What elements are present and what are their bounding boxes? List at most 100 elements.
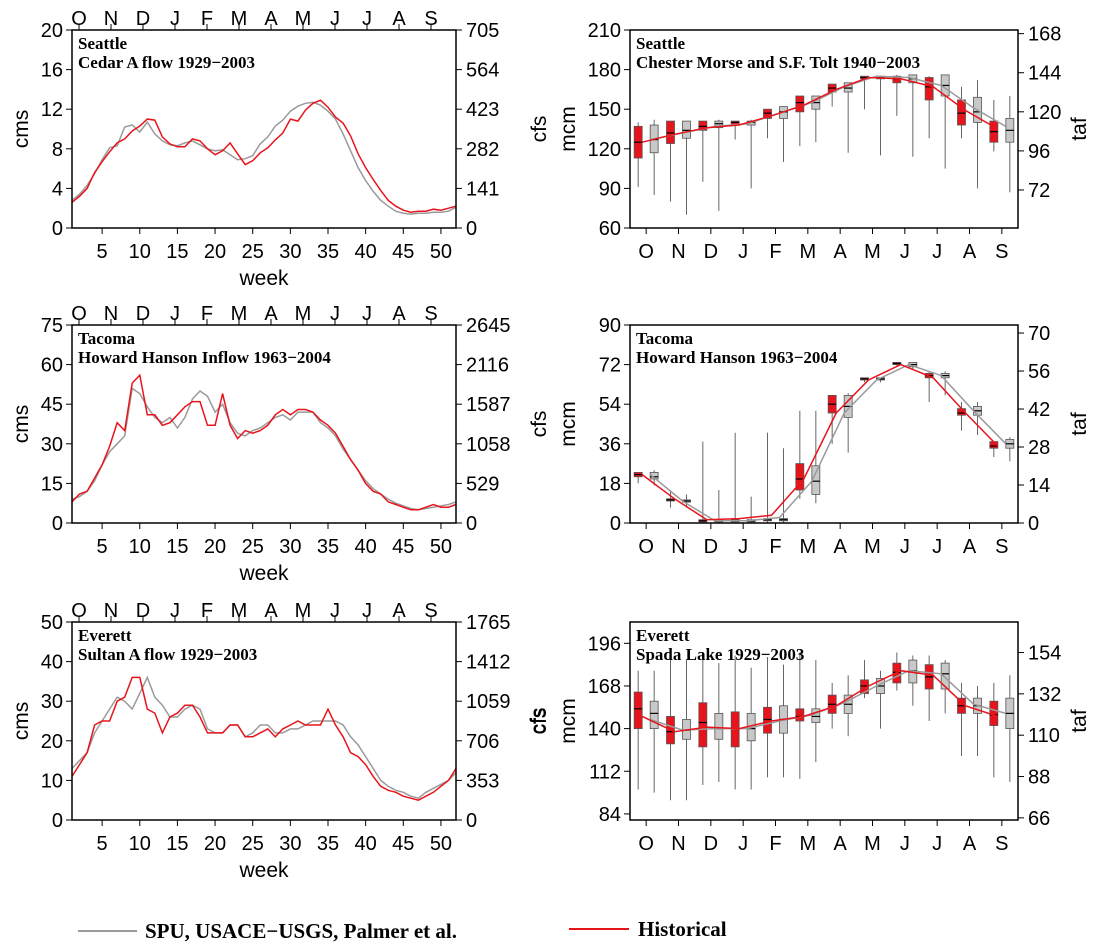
x-tick-label: 45 [392, 536, 414, 558]
x-tick-label: 5 [97, 833, 108, 855]
y2-tick-label: 1059 [466, 691, 511, 713]
series-line-model [71, 675, 457, 800]
y2-tick-label: 14 [1028, 475, 1050, 497]
historical-box [795, 463, 805, 491]
x-tick-label: 50 [430, 536, 452, 558]
legend: SPU, USACE−USGS, Palmer et al. Historica… [78, 917, 727, 943]
x-tick-label: J [932, 241, 942, 263]
x-tick-label: 20 [204, 241, 226, 263]
y-tick-label: 72 [599, 355, 621, 377]
y2-tick-label: 28 [1028, 437, 1050, 459]
y-axis-label: mcm [557, 106, 580, 152]
x-tick-label: 20 [204, 536, 226, 558]
panel-title: Everett [78, 626, 132, 645]
x-tick-label: F [769, 833, 781, 855]
x-tick-label: 25 [242, 833, 264, 855]
top-month-label: A [264, 600, 278, 622]
top-month-label: J [362, 600, 372, 622]
x-tick-label: 40 [355, 833, 377, 855]
historical-box [763, 108, 772, 119]
panel-everett-storage: O N D J F M A M J J A S841121401681966688110132154m… [527, 621, 1091, 855]
x-tick-label: M [864, 241, 881, 263]
top-month-label: D [136, 8, 150, 30]
y-tick-label: 0 [52, 513, 63, 535]
historical-box [698, 120, 708, 131]
top-month-label: O [71, 8, 87, 30]
x-tick-label: 50 [430, 833, 452, 855]
model-box [714, 120, 724, 129]
y-axis-label: cms [10, 110, 33, 149]
y2-tick-label: 705 [466, 20, 499, 42]
x-tick-label: A [963, 536, 977, 558]
top-month-label: A [392, 600, 406, 622]
x-tick-label: 45 [392, 833, 414, 855]
y-tick-label: 0 [610, 513, 621, 535]
y-tick-label: 15 [41, 473, 63, 495]
y-tick-label: 60 [41, 355, 63, 377]
y2-tick-label: 529 [466, 473, 499, 495]
historical-box [795, 95, 805, 113]
top-month-label: S [424, 303, 437, 325]
y2-tick-label: 56 [1028, 361, 1050, 383]
y-tick-label: 140 [588, 719, 621, 741]
top-month-label: J [170, 600, 180, 622]
y-tick-label: 30 [41, 434, 63, 456]
x-axis-label: week [238, 859, 289, 882]
y2-axis-label: taf [1068, 412, 1091, 436]
top-month-label: F [201, 600, 213, 622]
y2-tick-label: 0 [466, 513, 477, 535]
x-tick-label: J [738, 536, 748, 558]
x-tick-label: S [995, 241, 1008, 263]
y2-tick-label: 110 [1028, 725, 1060, 747]
model-box [714, 712, 724, 740]
series-line-historical [71, 676, 457, 802]
x-tick-label: J [932, 833, 942, 855]
top-month-label: M [295, 303, 312, 325]
y2-tick-label: 1587 [466, 394, 511, 416]
y2-axis-label: cfs [528, 708, 551, 735]
y2-tick-label: 144 [1028, 63, 1061, 85]
top-month-label: N [104, 8, 118, 30]
top-month-label: F [201, 8, 213, 30]
x-tick-label: 5 [97, 241, 108, 263]
x-tick-label: O [638, 833, 654, 855]
y2-tick-label: 132 [1028, 684, 1061, 706]
y-tick-label: 168 [588, 676, 621, 698]
y-tick-label: 30 [41, 691, 63, 713]
panel-subtitle: Sultan A flow 1929−2003 [78, 645, 257, 664]
series-line-historical [71, 99, 457, 213]
y-tick-label: 75 [41, 315, 63, 337]
y-tick-label: 150 [588, 99, 621, 121]
plot-frame [71, 29, 457, 229]
top-month-label: J [330, 600, 340, 622]
panel-title: Seattle [636, 34, 686, 53]
y2-tick-label: 0 [466, 218, 477, 240]
y-tick-label: 180 [588, 60, 621, 82]
x-tick-label: S [995, 833, 1008, 855]
y-axis-label: mcm [557, 698, 580, 744]
x-tick-label: D [704, 536, 718, 558]
x-tick-label: J [900, 536, 910, 558]
y-tick-label: 54 [599, 394, 621, 416]
historical-mean-line [641, 363, 999, 521]
x-tick-label: 35 [317, 536, 339, 558]
panel-subtitle: Howard Hanson Inflow 1963−2004 [78, 348, 331, 367]
y2-tick-label: 120 [1028, 102, 1061, 124]
top-month-label: A [392, 8, 406, 30]
y-tick-label: 120 [588, 139, 621, 161]
top-month-label: M [295, 600, 312, 622]
x-tick-label: F [769, 536, 781, 558]
top-month-label: J [170, 303, 180, 325]
y-tick-label: 10 [41, 770, 63, 792]
x-tick-label: 10 [129, 536, 151, 558]
panel-title: Everett [636, 626, 690, 645]
panel-tacoma-flow: 5 10 15 20 25 30 35 40 45 50O N D J F M A M J J A S015304560… [10, 303, 551, 585]
y-tick-label: 0 [52, 218, 63, 240]
x-tick-label: M [799, 241, 816, 263]
series-line-model [71, 387, 457, 511]
x-tick-label: M [799, 536, 816, 558]
series-line-historical [71, 373, 457, 511]
top-month-label: J [170, 8, 180, 30]
y-tick-label: 45 [41, 394, 63, 416]
y2-tick-label: 96 [1028, 141, 1050, 163]
